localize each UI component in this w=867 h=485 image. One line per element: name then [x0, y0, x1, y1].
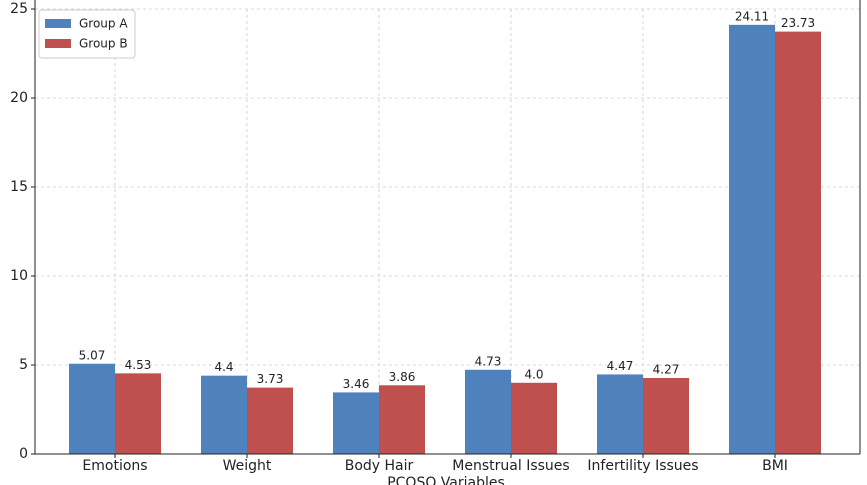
value-label: 4.4	[214, 360, 233, 374]
legend-label: Group A	[79, 17, 128, 31]
bar	[333, 392, 379, 454]
legend: Group A Group B	[38, 9, 136, 59]
bar	[643, 377, 689, 454]
x-tick-label: BMI	[762, 458, 788, 474]
legend-label: Group B	[79, 37, 128, 51]
y-tick-label: 15	[10, 179, 28, 195]
value-label: 3.73	[257, 372, 284, 386]
x-tick-label: Emotions	[82, 458, 147, 474]
value-label: 24.11	[735, 9, 769, 23]
value-label: 4.27	[653, 362, 680, 376]
y-tick-label: 5	[19, 357, 28, 373]
value-label: 5.07	[79, 348, 106, 362]
value-label: 4.47	[607, 359, 634, 373]
bar	[379, 385, 425, 454]
bar	[465, 369, 511, 454]
value-label: 4.73	[475, 354, 502, 368]
value-label: 23.73	[781, 16, 815, 30]
y-tick-label: 25	[10, 1, 28, 17]
value-label: 3.46	[343, 377, 370, 391]
legend-swatch	[45, 39, 71, 48]
y-tick-label: 0	[19, 446, 28, 462]
value-label: 3.86	[389, 370, 416, 384]
y-tick-label: 10	[10, 268, 28, 284]
legend-swatch	[45, 19, 71, 28]
x-tick-label: Infertility Issues	[587, 458, 698, 474]
bar	[247, 387, 293, 454]
bar	[511, 382, 557, 454]
value-label: 4.53	[125, 358, 152, 372]
x-tick-label: Body Hair	[345, 458, 414, 474]
bar	[69, 363, 115, 454]
x-tick-label: Weight	[223, 458, 272, 474]
bar	[597, 374, 643, 454]
bar	[775, 31, 821, 455]
y-tick-label: 20	[10, 90, 28, 106]
bar	[201, 375, 247, 454]
bar	[115, 373, 161, 454]
x-tick-label: Menstrual Issues	[452, 458, 569, 474]
bar	[729, 24, 775, 454]
value-label: 4.0	[524, 367, 543, 381]
x-axis-label: PCOSQ Variables	[387, 475, 505, 485]
